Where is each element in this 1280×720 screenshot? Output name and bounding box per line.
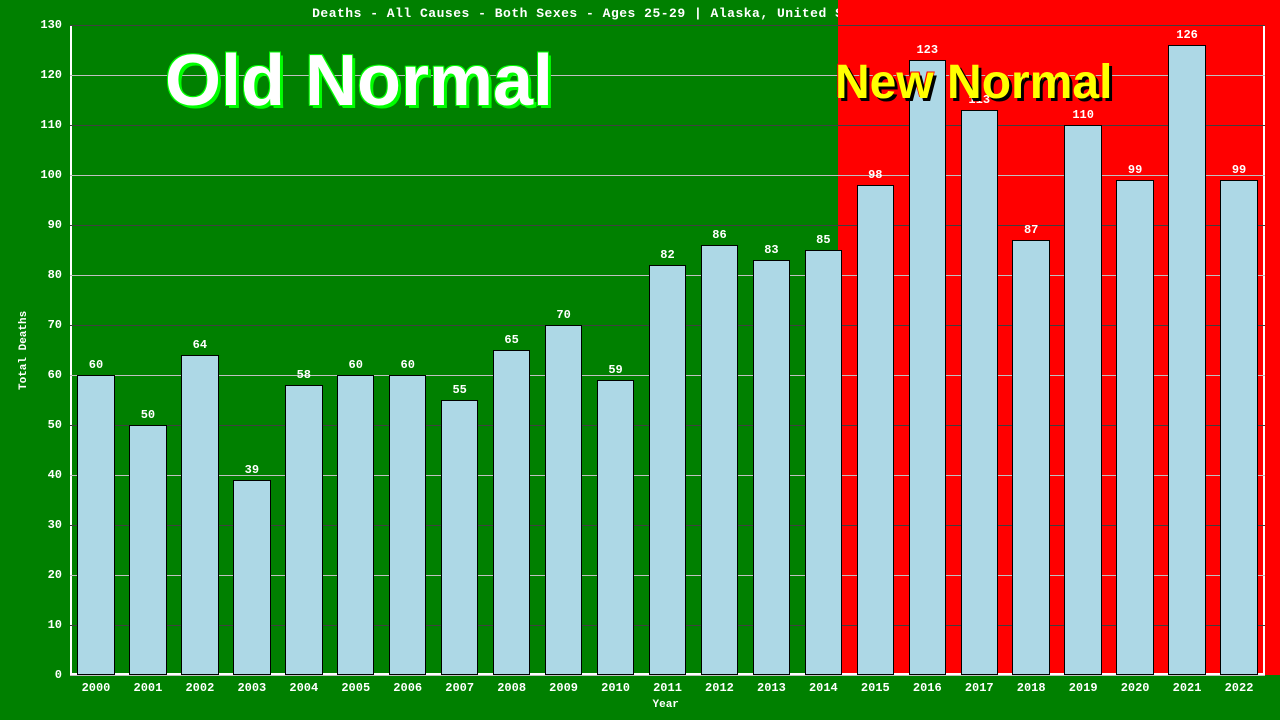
y-tick-label: 50 [48, 418, 62, 432]
bar: 65 [493, 350, 530, 675]
x-tick-label: 2002 [185, 681, 214, 695]
bar-value-label: 65 [504, 333, 518, 347]
x-tick-label: 2005 [341, 681, 370, 695]
bar: 64 [181, 355, 218, 675]
bar: 85 [805, 250, 842, 675]
x-tick-label: 2015 [861, 681, 890, 695]
bar-value-label: 82 [660, 248, 674, 262]
x-axis-label: Year [653, 699, 679, 711]
bar: 87 [1012, 240, 1049, 675]
x-tick-label: 2009 [549, 681, 578, 695]
old-normal-text: Old Normal [165, 40, 553, 122]
bar: 60 [337, 375, 374, 675]
bar: 113 [961, 110, 998, 675]
bar-value-label: 85 [816, 233, 830, 247]
y-tick-label: 40 [48, 468, 62, 482]
x-tick-label: 2003 [237, 681, 266, 695]
bar: 59 [597, 380, 634, 675]
bar: 70 [545, 325, 582, 675]
bar: 39 [233, 480, 270, 675]
x-tick-label: 2018 [1017, 681, 1046, 695]
x-tick-label: 2016 [913, 681, 942, 695]
x-tick-label: 2011 [653, 681, 682, 695]
x-tick-label: 2000 [82, 681, 111, 695]
y-axis-label: Total Deaths [18, 311, 30, 390]
bar-value-label: 50 [141, 408, 155, 422]
bar: 60 [77, 375, 114, 675]
x-tick-label: 2021 [1173, 681, 1202, 695]
y-tick-label: 0 [55, 668, 62, 682]
bar: 50 [129, 425, 166, 675]
x-tick-label: 2012 [705, 681, 734, 695]
x-tick-label: 2004 [289, 681, 318, 695]
bar-value-label: 99 [1128, 163, 1142, 177]
x-tick-label: 2001 [134, 681, 163, 695]
bar: 123 [909, 60, 946, 675]
x-tick-label: 2010 [601, 681, 630, 695]
x-tick-label: 2013 [757, 681, 786, 695]
bar: 86 [701, 245, 738, 675]
bar-value-label: 126 [1176, 28, 1198, 42]
bar: 83 [753, 260, 790, 675]
bar-value-label: 64 [193, 338, 207, 352]
y-axis-right-line [1263, 25, 1265, 675]
y-tick-label: 130 [40, 18, 62, 32]
bar-value-label: 39 [245, 463, 259, 477]
bar-value-label: 86 [712, 228, 726, 242]
bar-value-label: 60 [401, 358, 415, 372]
y-tick-label: 80 [48, 268, 62, 282]
bar: 60 [389, 375, 426, 675]
y-tick-label: 100 [40, 168, 62, 182]
bar-value-label: 60 [89, 358, 103, 372]
x-tick-label: 2007 [445, 681, 474, 695]
gridline [70, 25, 1265, 26]
x-tick-label: 2019 [1069, 681, 1098, 695]
plot-area: 0102030405060708090100110120130602000502… [70, 25, 1265, 675]
bar-value-label: 87 [1024, 223, 1038, 237]
x-tick-label: 2020 [1121, 681, 1150, 695]
y-tick-label: 30 [48, 518, 62, 532]
y-tick-label: 70 [48, 318, 62, 332]
bar-value-label: 60 [349, 358, 363, 372]
bar-value-label: 98 [868, 168, 882, 182]
bar-value-label: 58 [297, 368, 311, 382]
bar-value-label: 83 [764, 243, 778, 257]
y-axis-line [70, 25, 72, 675]
y-tick-label: 10 [48, 618, 62, 632]
bar: 110 [1064, 125, 1101, 675]
bar-value-label: 59 [608, 363, 622, 377]
bar: 98 [857, 185, 894, 675]
bar: 82 [649, 265, 686, 675]
y-tick-label: 110 [40, 118, 62, 132]
bar-value-label: 110 [1072, 108, 1094, 122]
y-tick-label: 90 [48, 218, 62, 232]
bar-value-label: 99 [1232, 163, 1246, 177]
bar: 126 [1168, 45, 1205, 675]
bar-value-label: 55 [452, 383, 466, 397]
new-normal-text: New Normal [835, 55, 1112, 110]
x-tick-label: 2006 [393, 681, 422, 695]
bar-value-label: 70 [556, 308, 570, 322]
y-tick-label: 60 [48, 368, 62, 382]
x-tick-label: 2017 [965, 681, 994, 695]
y-tick-label: 120 [40, 68, 62, 82]
x-tick-label: 2014 [809, 681, 838, 695]
bar: 99 [1116, 180, 1153, 675]
x-tick-label: 2022 [1225, 681, 1254, 695]
bar: 58 [285, 385, 322, 675]
bar: 99 [1220, 180, 1257, 675]
bar: 55 [441, 400, 478, 675]
y-tick-label: 20 [48, 568, 62, 582]
x-tick-label: 2008 [497, 681, 526, 695]
gridline [70, 675, 1265, 676]
